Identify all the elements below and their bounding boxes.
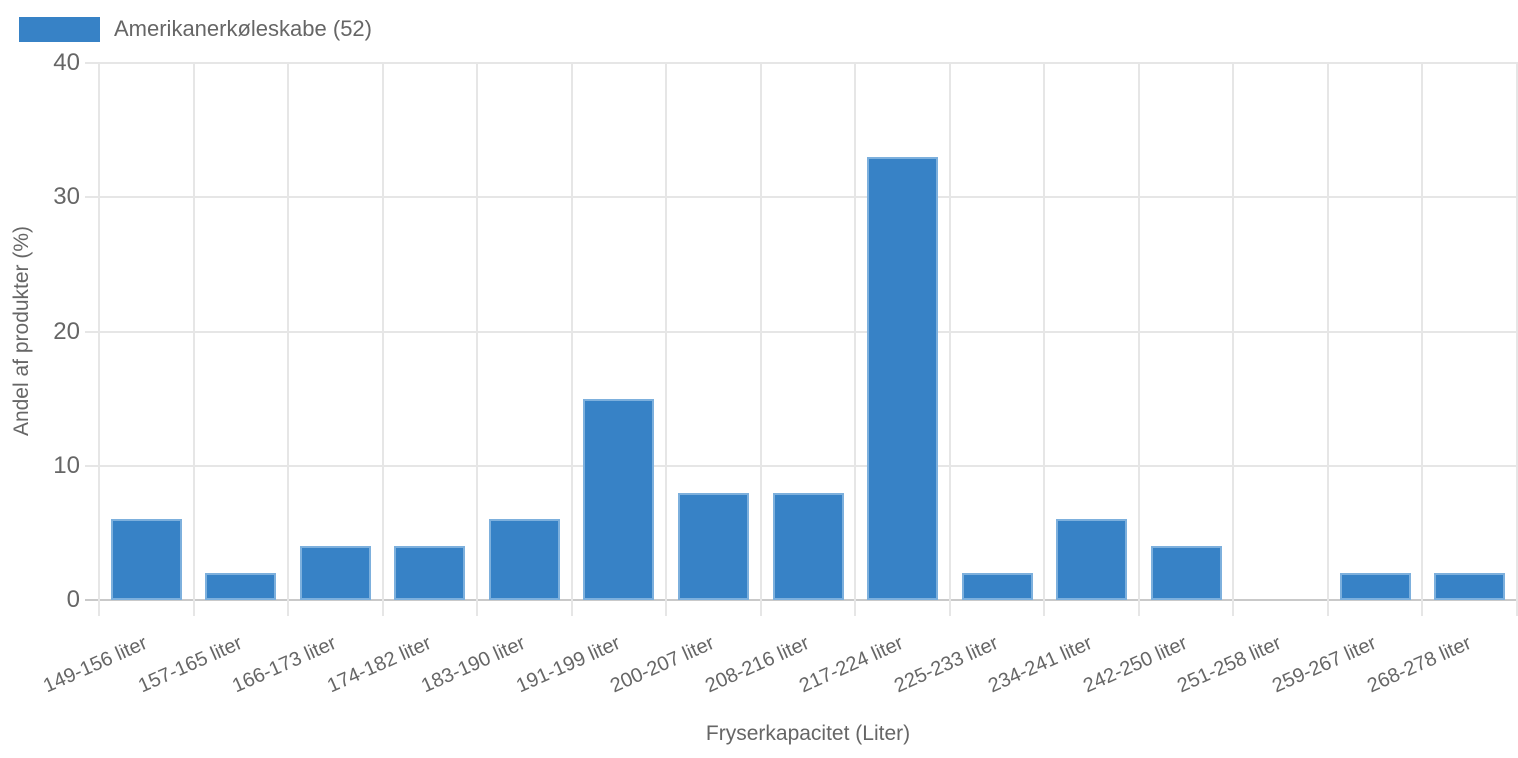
bar-166-173 liter[interactable] [299, 546, 371, 600]
legend-item[interactable]: Amerikanerkøleskabe (52) [19, 16, 372, 42]
x-gridline [476, 63, 479, 616]
bar-234-241 liter[interactable] [1056, 519, 1128, 600]
x-gridline [381, 63, 384, 616]
x-tick-label: 268-278 liter [1363, 631, 1475, 698]
x-tick-label: 208-216 liter [701, 631, 813, 698]
legend-swatch [19, 16, 100, 42]
y-gridline [85, 464, 1518, 467]
x-tick-label: 234-241 liter [985, 631, 1097, 698]
bar-157-165 liter[interactable] [205, 573, 277, 600]
legend-label: Amerikanerkøleskabe (52) [114, 16, 372, 41]
x-tick-label: 191-199 liter [512, 631, 624, 698]
x-tick-label: 251-258 liter [1174, 631, 1286, 698]
x-tick-label: 183-190 liter [418, 631, 529, 698]
bar-259-267 liter[interactable] [1339, 573, 1411, 600]
x-tick-label: 225-233 liter [891, 631, 1002, 698]
plot-area [85, 62, 1518, 616]
x-gridline [1232, 63, 1235, 616]
x-tick-label: 174-182 liter [323, 631, 435, 698]
bar-242-250 liter[interactable] [1150, 546, 1222, 600]
x-gridline [854, 63, 857, 616]
x-gridline [287, 63, 290, 616]
x-gridline [192, 63, 195, 616]
y-gridline [85, 62, 1518, 64]
x-gridline [570, 63, 573, 616]
y-gridline [85, 330, 1518, 333]
x-tick-label: 149-156 liter [40, 631, 151, 698]
y-tick-label: 10 [53, 451, 80, 479]
x-gridline [1137, 63, 1140, 616]
bar-225-233 liter[interactable] [961, 573, 1033, 600]
y-axis-title: Andel af produkter (%) [10, 225, 33, 437]
bar-191-199 liter[interactable] [583, 398, 655, 600]
x-gridline [948, 63, 951, 616]
x-tick-label: 166-173 liter [229, 631, 340, 698]
y-tick-label: 0 [66, 586, 80, 613]
bar-217-224 liter[interactable] [867, 156, 939, 600]
x-tick-label: 242-250 liter [1080, 631, 1191, 698]
y-tick-label: 20 [53, 317, 80, 345]
bar-183-190 liter[interactable] [488, 519, 560, 600]
y-tick-label: 40 [53, 49, 80, 76]
x-tick-label: 200-207 liter [607, 631, 718, 698]
x-gridline [1421, 63, 1424, 616]
x-tick-label: 217-224 liter [796, 631, 908, 698]
bar-208-216 liter[interactable] [772, 492, 844, 600]
x-gridline [1043, 63, 1046, 616]
x-tick-label: 259-267 liter [1269, 631, 1380, 698]
bar-200-207 liter[interactable] [677, 492, 749, 600]
bar-268-278 liter[interactable] [1434, 573, 1506, 600]
x-gridline [665, 63, 668, 616]
x-gridline [1516, 63, 1518, 616]
x-axis-line [85, 599, 1518, 601]
y-gridline [85, 196, 1518, 199]
x-axis-title: Fryserkapacitet (Liter) [705, 722, 911, 745]
x-gridline [1326, 63, 1329, 616]
bar-149-156 liter[interactable] [110, 519, 182, 600]
x-tick-label: 157-165 liter [134, 631, 246, 698]
bar-174-182 liter[interactable] [394, 546, 466, 600]
y-tick-label: 30 [53, 183, 80, 211]
x-gridline [98, 63, 100, 616]
x-gridline [759, 63, 762, 616]
